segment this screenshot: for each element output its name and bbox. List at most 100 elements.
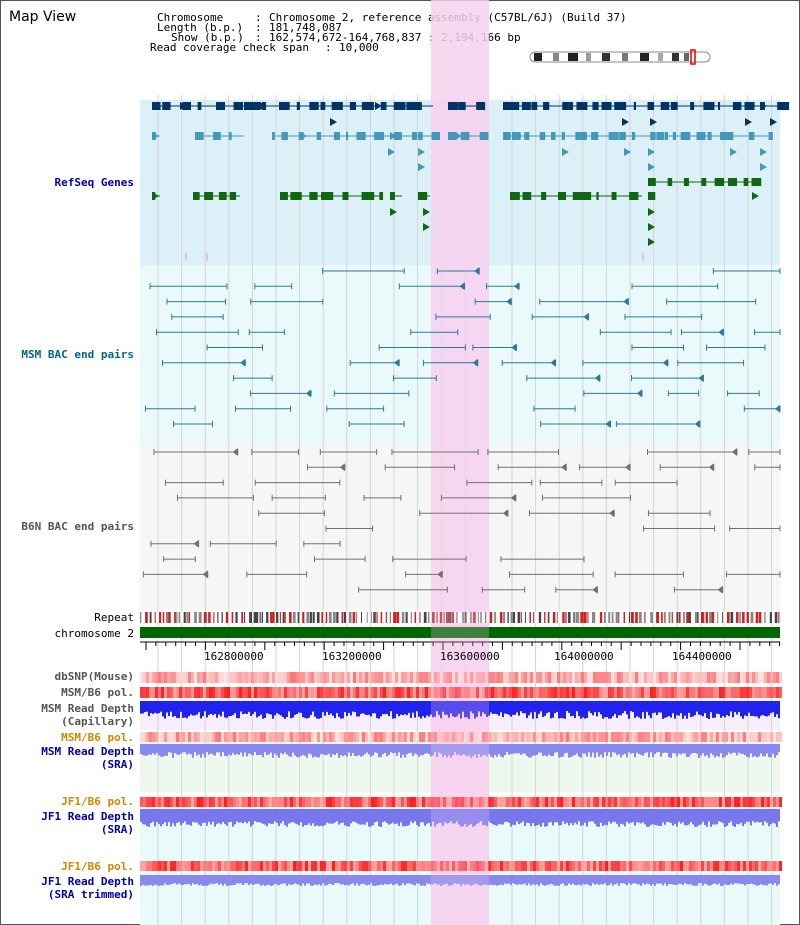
repeat-element [742, 612, 745, 623]
msm-pol2-heat [569, 732, 572, 742]
gene-arrow [152, 102, 159, 110]
dbsnp-heat [191, 672, 194, 683]
dbsnp-heat [653, 672, 656, 683]
jf1-depth-sra-bar [582, 809, 584, 826]
jf1-pol2-heat [323, 861, 326, 871]
gene-arrow [423, 223, 430, 231]
track-label-repeat[interactable]: Repeat [94, 611, 134, 624]
jf1-pol2-heat [587, 861, 590, 871]
msm-depth-capillary-bar [634, 701, 636, 718]
jf1-depth-trim-bar [640, 875, 642, 886]
track-label-b6n-bac[interactable]: B6N BAC end pairs [21, 520, 134, 533]
gene-exon [331, 102, 343, 110]
msm-depth-capillary-bar [172, 701, 174, 717]
jf1-depth-trim-bar [314, 875, 316, 885]
gene-arrow [418, 148, 425, 156]
jf1-pol2-heat [299, 861, 302, 871]
jf1-pol2-heat [209, 861, 212, 871]
msm-pol-heat [188, 687, 191, 698]
msm-depth-sra-bar [592, 744, 594, 753]
jf1-depth-trim-bar [150, 875, 152, 885]
jf1-depth-trim-bar [472, 875, 474, 885]
track-label-jf1-pol-2[interactable]: JF1/B6 pol. [61, 860, 134, 873]
msm-depth-capillary-bar [494, 701, 496, 714]
jf1-pol-heat [437, 797, 440, 807]
jf1-pol2-heat [596, 861, 599, 871]
track-label-jf1-depth-sra[interactable]: JF1 Read Depth [41, 810, 134, 823]
track-label-msm-depth-cap[interactable]: MSM Read Depth [41, 702, 134, 715]
jf1-depth-trim-bar [592, 875, 594, 884]
dbsnp-heat [590, 672, 593, 683]
msm-pol-heat [257, 687, 260, 698]
track-label-dbsnp[interactable]: dbSNP(Mouse) [54, 670, 134, 683]
msm-depth-capillary-bar [378, 701, 380, 719]
jf1-pol2-heat [362, 861, 365, 871]
track-label-msm-depth-sra[interactable]: MSM Read Depth [41, 745, 134, 758]
dbsnp-heat [407, 672, 410, 683]
jf1-depth-trim-bar [146, 875, 148, 886]
msm-pol2-heat [281, 732, 284, 742]
jf1-depth-trim-bar [414, 875, 416, 886]
track-label-refseq[interactable]: RefSeq Genes [54, 176, 134, 189]
dbsnp-heat [440, 672, 443, 683]
msm-pol2-heat [311, 732, 314, 742]
jf1-depth-trim-bar [222, 875, 224, 886]
jf1-pol2-heat [368, 861, 371, 871]
dbsnp-heat [245, 672, 248, 683]
msm-pol2-heat [689, 732, 692, 742]
jf1-pol2-heat [179, 861, 182, 871]
dbsnp-heat [548, 672, 551, 683]
dbsnp-heat [572, 672, 575, 683]
msm-pol2-heat [563, 732, 566, 742]
dbsnp-heat [158, 672, 161, 683]
jf1-pol2-heat [725, 861, 728, 871]
dbsnp-heat [770, 672, 773, 683]
msm-depth-sra-bar [338, 744, 340, 758]
msm-pol2-heat [212, 732, 215, 742]
msm-depth-sra-bar [410, 744, 412, 753]
msm-pol2-heat [245, 732, 248, 742]
track-label-jf1-pol-1[interactable]: JF1/B6 pol. [61, 795, 134, 808]
gene-exon [629, 192, 639, 200]
msm-pol-heat [482, 687, 485, 698]
jf1-pol-heat [374, 797, 377, 807]
track-label-jf1-depth-trim[interactable]: JF1 Read Depth [41, 875, 134, 888]
gene-arrow [648, 178, 655, 186]
track-label-msm-pol-1[interactable]: MSM/B6 pol. [61, 686, 134, 699]
jf1-depth-trim-bar [404, 875, 406, 886]
repeat-element [688, 612, 691, 623]
msm-pol-heat [386, 687, 389, 698]
msm-depth-capillary-bar [198, 701, 200, 713]
jf1-pol2-heat [776, 861, 779, 871]
msm-depth-capillary-bar [518, 701, 520, 716]
msm-pol-heat [311, 687, 314, 698]
repeat-element [393, 612, 396, 623]
msm-depth-sra-bar [462, 744, 464, 755]
jf1-pol-heat [545, 797, 548, 807]
msm-pol2-heat [674, 732, 677, 742]
msm-depth-capillary-bar [452, 701, 454, 717]
dbsnp-heat [251, 672, 254, 683]
msm-pol2-heat [617, 732, 620, 742]
repeat-element [656, 612, 660, 623]
msm-pol2-heat [752, 732, 755, 742]
gene-exon [619, 132, 626, 140]
track-label-msm-bac[interactable]: MSM BAC end pairs [21, 348, 134, 361]
dbsnp-heat [479, 672, 482, 683]
dbsnp-heat [386, 672, 389, 683]
jf1-depth-sra-bar [442, 809, 444, 827]
dbsnp-heat [200, 672, 203, 683]
jf1-pol-heat [668, 797, 671, 807]
msm-depth-capillary-bar [564, 701, 566, 719]
jf1-depth-sra-bar [536, 809, 538, 826]
msm-depth-capillary-bar [372, 701, 374, 714]
repeat-element [464, 612, 467, 623]
jf1-pol-heat [677, 797, 680, 807]
msm-depth-capillary-bar [556, 701, 558, 712]
track-label-msm-pol-2[interactable]: MSM/B6 pol. [61, 731, 134, 744]
msm-pol2-heat [536, 732, 539, 742]
msm-pol2-heat [740, 732, 743, 742]
chromosome-key: Chromosome [157, 11, 224, 24]
track-label-chromosome[interactable]: chromosome 2 [54, 627, 134, 640]
